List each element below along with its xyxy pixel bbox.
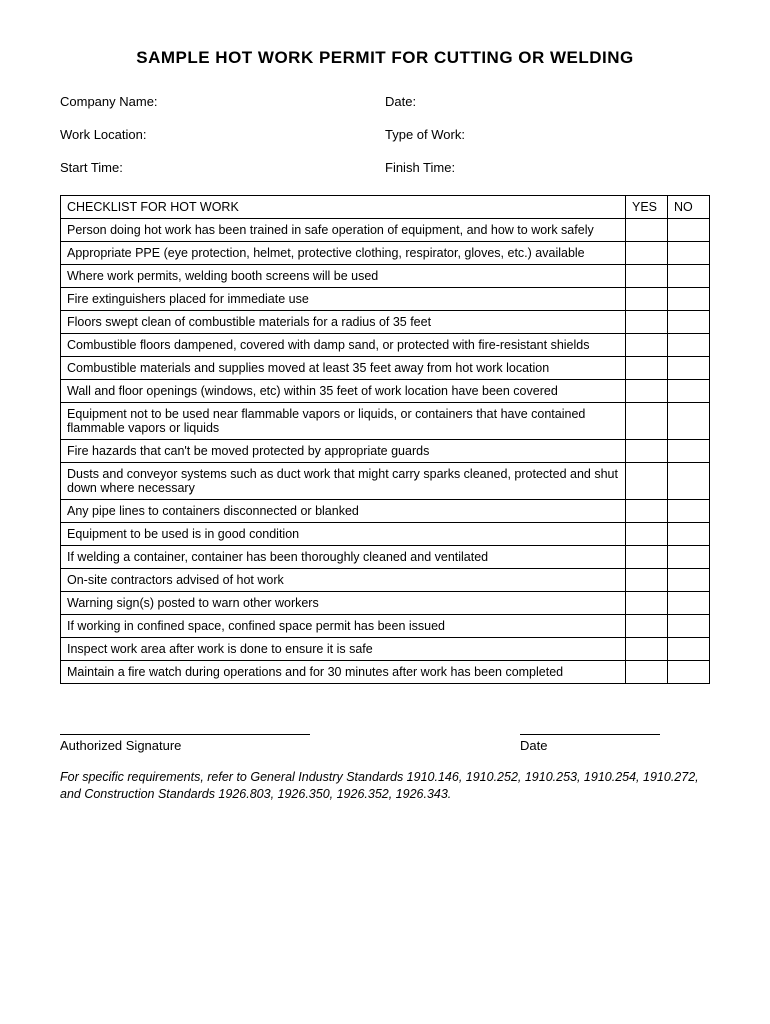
checklist-item-text: On-site contractors advised of hot work <box>61 568 626 591</box>
table-row: Combustible floors dampened, covered wit… <box>61 333 710 356</box>
table-row: On-site contractors advised of hot work <box>61 568 710 591</box>
yes-cell[interactable] <box>626 264 668 287</box>
table-row: Fire hazards that can't be moved protect… <box>61 439 710 462</box>
finish-time-field[interactable]: Finish Time: <box>385 160 710 177</box>
table-row: Where work permits, welding booth screen… <box>61 264 710 287</box>
table-row: Person doing hot work has been trained i… <box>61 218 710 241</box>
yes-cell[interactable] <box>626 499 668 522</box>
footnote-text: For specific requirements, refer to Gene… <box>60 769 710 803</box>
checklist-item-text: Where work permits, welding booth screen… <box>61 264 626 287</box>
table-row: Maintain a fire watch during operations … <box>61 660 710 683</box>
yes-cell[interactable] <box>626 591 668 614</box>
checklist-item-text: Floors swept clean of combustible materi… <box>61 310 626 333</box>
no-cell[interactable] <box>668 462 710 499</box>
checklist-item-text: Appropriate PPE (eye protection, helmet,… <box>61 241 626 264</box>
checklist-item-text: Equipment not to be used near flammable … <box>61 402 626 439</box>
header-fields: Company Name: Date: Work Location: Type … <box>60 94 710 177</box>
date-line[interactable] <box>520 734 660 735</box>
checklist-item-text: Combustible materials and supplies moved… <box>61 356 626 379</box>
no-cell[interactable] <box>668 356 710 379</box>
yes-cell[interactable] <box>626 402 668 439</box>
table-row: If working in confined space, confined s… <box>61 614 710 637</box>
authorized-signature-label: Authorized Signature <box>60 738 310 753</box>
no-cell[interactable] <box>668 614 710 637</box>
no-cell[interactable] <box>668 591 710 614</box>
table-row: Warning sign(s) posted to warn other wor… <box>61 591 710 614</box>
signature-date-label: Date <box>520 738 660 753</box>
no-cell[interactable] <box>668 333 710 356</box>
company-name-field[interactable]: Company Name: <box>60 94 385 111</box>
yes-cell[interactable] <box>626 462 668 499</box>
checklist-item-text: Fire hazards that can't be moved protect… <box>61 439 626 462</box>
no-cell[interactable] <box>668 287 710 310</box>
no-header: NO <box>668 195 710 218</box>
no-cell[interactable] <box>668 439 710 462</box>
yes-cell[interactable] <box>626 379 668 402</box>
table-row: Any pipe lines to containers disconnecte… <box>61 499 710 522</box>
signature-line[interactable] <box>60 734 310 735</box>
no-cell[interactable] <box>668 402 710 439</box>
no-cell[interactable] <box>668 499 710 522</box>
yes-cell[interactable] <box>626 333 668 356</box>
signature-area: Authorized Signature Date <box>60 734 710 753</box>
table-row: Appropriate PPE (eye protection, helmet,… <box>61 241 710 264</box>
no-cell[interactable] <box>668 218 710 241</box>
no-cell[interactable] <box>668 310 710 333</box>
yes-header: YES <box>626 195 668 218</box>
yes-cell[interactable] <box>626 439 668 462</box>
table-row: Dusts and conveyor systems such as duct … <box>61 462 710 499</box>
yes-cell[interactable] <box>626 614 668 637</box>
table-row: Floors swept clean of combustible materi… <box>61 310 710 333</box>
no-cell[interactable] <box>668 241 710 264</box>
no-cell[interactable] <box>668 637 710 660</box>
yes-cell[interactable] <box>626 522 668 545</box>
checklist-item-text: Fire extinguishers placed for immediate … <box>61 287 626 310</box>
start-time-field[interactable]: Start Time: <box>60 160 385 177</box>
no-cell[interactable] <box>668 379 710 402</box>
checklist-item-text: Inspect work area after work is done to … <box>61 637 626 660</box>
date-field[interactable]: Date: <box>385 94 710 111</box>
checklist-item-text: Wall and floor openings (windows, etc) w… <box>61 379 626 402</box>
yes-cell[interactable] <box>626 568 668 591</box>
no-cell[interactable] <box>668 522 710 545</box>
table-row: Combustible materials and supplies moved… <box>61 356 710 379</box>
form-title: SAMPLE HOT WORK PERMIT FOR CUTTING OR WE… <box>60 48 710 68</box>
table-row: Fire extinguishers placed for immediate … <box>61 287 710 310</box>
checklist-item-text: Equipment to be used is in good conditio… <box>61 522 626 545</box>
table-row: If welding a container, container has be… <box>61 545 710 568</box>
checklist-item-text: If working in confined space, confined s… <box>61 614 626 637</box>
type-of-work-field[interactable]: Type of Work: <box>385 127 710 144</box>
yes-cell[interactable] <box>626 356 668 379</box>
checklist-item-text: Warning sign(s) posted to warn other wor… <box>61 591 626 614</box>
work-location-field[interactable]: Work Location: <box>60 127 385 144</box>
checklist-table: CHECKLIST FOR HOT WORK YES NO Person doi… <box>60 195 710 684</box>
no-cell[interactable] <box>668 545 710 568</box>
yes-cell[interactable] <box>626 218 668 241</box>
no-cell[interactable] <box>668 264 710 287</box>
checklist-item-text: Combustible floors dampened, covered wit… <box>61 333 626 356</box>
yes-cell[interactable] <box>626 545 668 568</box>
checklist-item-text: If welding a container, container has be… <box>61 545 626 568</box>
no-cell[interactable] <box>668 660 710 683</box>
yes-cell[interactable] <box>626 637 668 660</box>
table-row: Equipment not to be used near flammable … <box>61 402 710 439</box>
yes-cell[interactable] <box>626 660 668 683</box>
table-row: Equipment to be used is in good conditio… <box>61 522 710 545</box>
checklist-item-text: Any pipe lines to containers disconnecte… <box>61 499 626 522</box>
checklist-header: CHECKLIST FOR HOT WORK <box>61 195 626 218</box>
table-header-row: CHECKLIST FOR HOT WORK YES NO <box>61 195 710 218</box>
checklist-item-text: Maintain a fire watch during operations … <box>61 660 626 683</box>
yes-cell[interactable] <box>626 310 668 333</box>
no-cell[interactable] <box>668 568 710 591</box>
checklist-item-text: Dusts and conveyor systems such as duct … <box>61 462 626 499</box>
yes-cell[interactable] <box>626 287 668 310</box>
yes-cell[interactable] <box>626 241 668 264</box>
table-row: Wall and floor openings (windows, etc) w… <box>61 379 710 402</box>
table-row: Inspect work area after work is done to … <box>61 637 710 660</box>
checklist-item-text: Person doing hot work has been trained i… <box>61 218 626 241</box>
